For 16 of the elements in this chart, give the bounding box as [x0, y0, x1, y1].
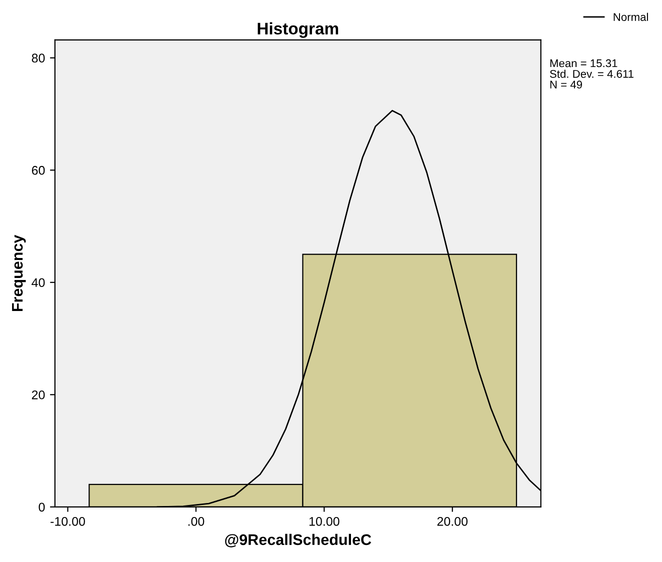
- y-tick-label: 60: [32, 166, 45, 175]
- x-tick-label: 10.00: [309, 516, 340, 526]
- y-tick-label: 0: [38, 502, 45, 512]
- y-axis-title: Frequency: [12, 234, 26, 312]
- text: Mean = 15.31: [550, 59, 618, 68]
- x-tick-label: -10.00: [50, 516, 85, 526]
- text: Std. Dev. = 4.611: [550, 70, 634, 78]
- y-tick-label: 40: [32, 278, 45, 288]
- text: N = 49: [550, 80, 582, 89]
- y-tick-label: 20: [32, 390, 45, 400]
- chart-title: Histogram: [258, 22, 338, 38]
- x-tick-label: .00: [188, 516, 204, 526]
- y-tick-label: 80: [32, 54, 45, 63]
- legend-label: Normal: [614, 12, 648, 21]
- x-tick-label: 20.00: [437, 516, 468, 526]
- x-axis-title: @9RecallScheduleC: [225, 534, 372, 548]
